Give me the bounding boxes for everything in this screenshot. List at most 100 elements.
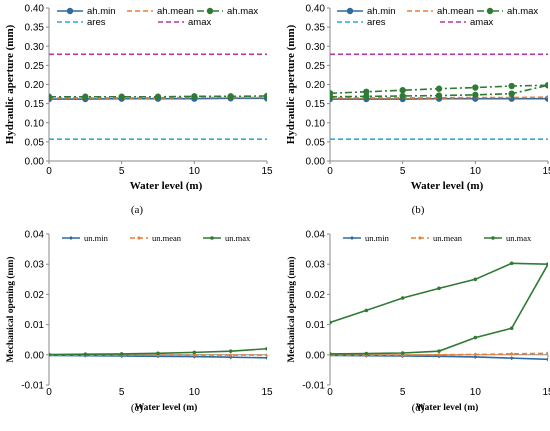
y-tick-label: 0.00 <box>306 157 326 168</box>
data-point <box>437 286 441 291</box>
y-tick-label: -0.01 <box>302 381 325 392</box>
legend-marker <box>210 236 214 240</box>
data-point <box>228 349 233 353</box>
data-point <box>472 91 479 99</box>
data-point <box>118 93 125 100</box>
panel-c: -0.01 0.00 0.01 0.02 0.03 0.04 0 5 10 15 Water lev… <box>5 230 273 415</box>
data-point <box>546 357 548 362</box>
x-tick-label: 10 <box>189 387 201 398</box>
legend-label: ah.min <box>367 6 396 17</box>
data-point <box>472 84 479 91</box>
panel-caption: (c) <box>131 402 144 414</box>
data-point <box>508 90 515 97</box>
data-point <box>400 351 405 355</box>
y-tick-label: -0.01 <box>21 381 44 392</box>
y-tick-label: 0.25 <box>306 61 326 72</box>
y-axis-title: Hydraulic aperture (mm) <box>285 24 297 144</box>
panel-caption: (d) <box>412 402 425 414</box>
legend-label: ah.min <box>87 6 116 17</box>
y-tick-label: 0.40 <box>25 4 45 15</box>
x-tick-label: 5 <box>400 166 406 177</box>
data-point <box>330 352 332 356</box>
x-tick-label: 5 <box>119 166 125 177</box>
legend: un.min un.mean un.max <box>343 233 532 243</box>
x-tick-label: 10 <box>470 166 482 177</box>
y-tick-label: 0.01 <box>306 320 326 331</box>
legend-marker <box>137 236 141 240</box>
data-point <box>473 335 478 340</box>
data-point <box>364 308 369 313</box>
y-tick-label: 0.20 <box>306 80 326 91</box>
y-tick-label: 0.30 <box>306 42 326 53</box>
legend-marker <box>350 236 354 240</box>
data-point <box>546 262 548 266</box>
data-point <box>435 85 443 92</box>
data-point <box>364 351 369 356</box>
y-tick-label: 0.04 <box>306 230 326 241</box>
plot-area <box>49 53 267 140</box>
data-point <box>399 87 406 94</box>
panel-b: 0.00 0.05 0.10 0.15 0.20 0.25 0.30 0.35 0.40 0 5 10… <box>285 4 550 217</box>
legend-label: un.mean <box>152 233 182 243</box>
y-axis-title: Mechanical opening (mm) <box>286 256 297 362</box>
x-tick-label: 0 <box>327 387 333 398</box>
data-point <box>191 93 198 100</box>
data-point <box>49 352 51 357</box>
y-tick-label: 0.10 <box>25 118 45 129</box>
plot-area <box>330 53 548 140</box>
y-tick-label: 0.00 <box>25 350 45 361</box>
data-point <box>156 351 160 356</box>
x-axis-title: Water level (m) <box>416 402 479 413</box>
legend-label: ah.max <box>227 6 258 17</box>
legend-label: amax <box>188 17 211 28</box>
legend-marker <box>206 7 214 15</box>
data-point <box>330 90 334 97</box>
data-point <box>228 353 233 358</box>
panel-caption: (a) <box>131 204 144 216</box>
x-tick-label: 10 <box>470 387 482 398</box>
data-point <box>546 351 548 356</box>
y-tick-label: 0.01 <box>25 320 45 331</box>
data-point <box>228 355 233 360</box>
x-tick-label: 5 <box>400 387 406 398</box>
x-axis-title: Water level (m) <box>130 180 203 192</box>
legend-label: un.max <box>225 233 251 243</box>
data-point <box>509 351 514 356</box>
data-point <box>437 349 441 353</box>
legend: ah.min ah.mean ah.max ares amax <box>57 6 258 28</box>
legend-label: ah.mean <box>437 6 474 17</box>
series-line-un-max <box>330 263 548 355</box>
series-line-un-max <box>330 262 548 324</box>
data-point <box>399 92 406 100</box>
data-point <box>265 355 267 360</box>
panel-caption: (b) <box>412 204 425 216</box>
x-axis-title: Water level (m) <box>411 180 484 192</box>
legend-marker <box>66 7 74 15</box>
legend-label: un.max <box>506 233 532 243</box>
y-tick-label: 0.30 <box>25 42 45 53</box>
data-point <box>82 93 89 100</box>
legend-label: ah.mean <box>157 6 194 17</box>
legend: un.min un.mean un.max <box>62 233 251 243</box>
x-tick-label: 5 <box>119 387 125 398</box>
legend-label: un.min <box>84 233 109 243</box>
y-tick-label: 0.35 <box>25 23 45 34</box>
x-tick-label: 10 <box>189 166 201 177</box>
data-point <box>508 82 515 90</box>
data-point <box>227 93 234 100</box>
x-tick-label: 0 <box>327 166 333 177</box>
x-tick-label: 15 <box>542 387 550 398</box>
y-tick-label: 0.20 <box>25 80 45 91</box>
y-tick-label: 0.04 <box>25 230 45 241</box>
x-tick-label: 0 <box>46 387 52 398</box>
x-tick-label: 15 <box>542 166 550 177</box>
x-tick-label: 0 <box>46 166 52 177</box>
y-tick-label: 0.05 <box>25 137 45 148</box>
panel-d: -0.01 0.00 0.01 0.02 0.03 0.04 0 5 10 15 Water lev… <box>286 230 550 415</box>
data-point <box>83 352 88 356</box>
plot-area <box>330 261 548 362</box>
legend-label: ares <box>367 17 386 28</box>
legend-label: ares <box>87 17 106 28</box>
y-tick-label: 0.35 <box>306 23 326 34</box>
